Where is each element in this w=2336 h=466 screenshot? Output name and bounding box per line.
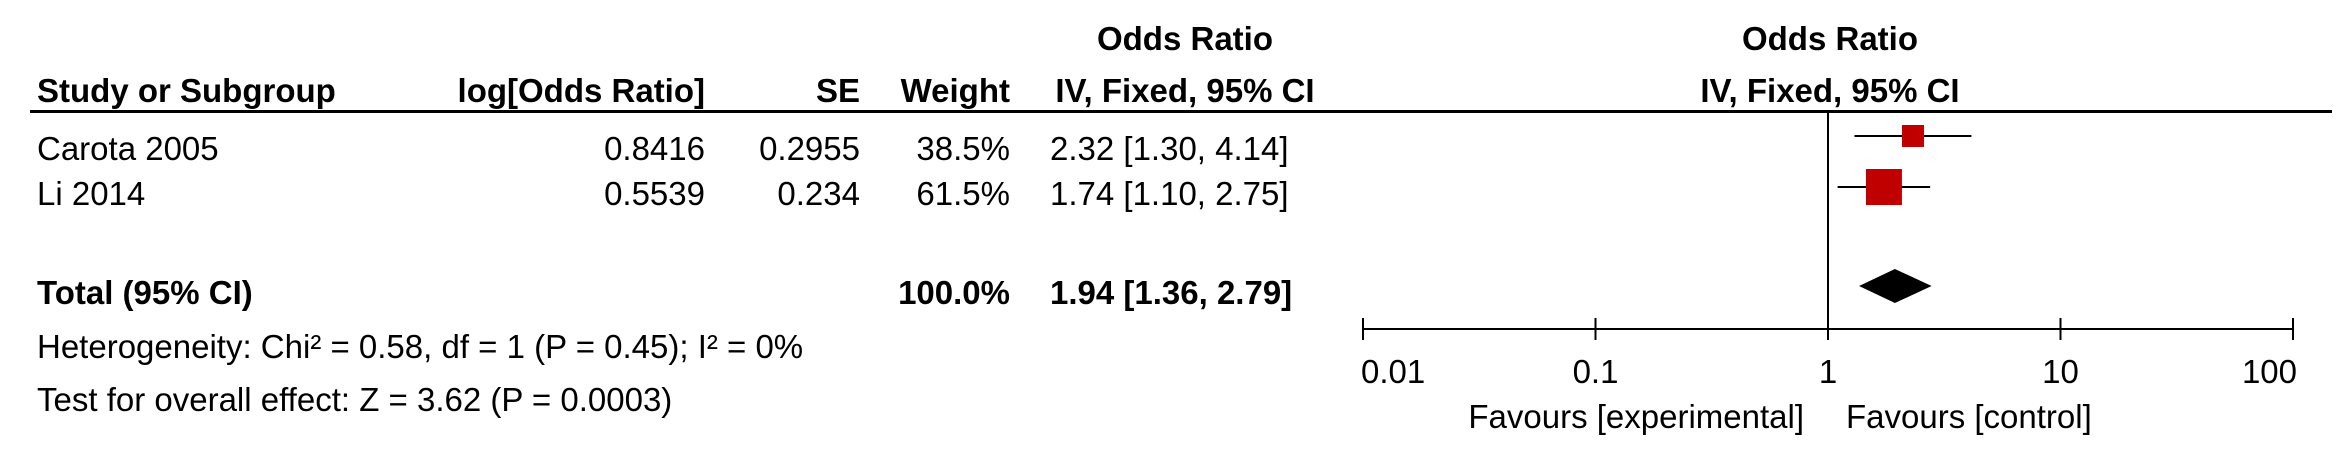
pooled-diamond — [1859, 269, 1932, 303]
se-value: 0.2955 — [759, 130, 860, 167]
odds-ratio-header-left: Odds Ratio — [1096, 20, 1273, 57]
ci-value: 2.32 [1.30, 4.14] — [1050, 130, 1289, 167]
x-tick-label: 0.01 — [1361, 353, 1425, 390]
study-name: Li 2014 — [37, 175, 146, 212]
log-odds-ratio-column-header: log[Odds Ratio] — [457, 72, 705, 109]
weight-value: 38.5% — [916, 130, 1010, 167]
header-rule — [30, 110, 2332, 113]
odds-ratio-header-right: Odds Ratio — [1741, 20, 1918, 57]
heterogeneity-text: Heterogeneity: Chi² = 0.58, df = 1 (P = … — [37, 328, 804, 365]
x-tick-label: 1 — [1819, 353, 1837, 390]
ci-column-header-right: IV, Fixed, 95% CI — [1700, 72, 1960, 109]
study-marker — [1865, 169, 1902, 205]
weight-value: 61.5% — [916, 175, 1010, 212]
ci-column-header-left: IV, Fixed, 95% CI — [1055, 72, 1315, 109]
total-label: Total (95% CI) — [37, 274, 253, 311]
log-odds-ratio-value: 0.8416 — [604, 130, 705, 167]
study-marker — [1901, 125, 1924, 147]
se-column-header: SE — [815, 72, 860, 109]
x-tick-label: 0.1 — [1573, 353, 1619, 390]
study-name: Carota 2005 — [37, 130, 219, 167]
x-tick-label: 100 — [2242, 353, 2297, 390]
study-column-header: Study or Subgroup — [37, 72, 336, 109]
total-weight: 100.0% — [898, 274, 1010, 311]
weight-column-header: Weight — [900, 72, 1010, 109]
favours-control-label: Favours [control] — [1846, 398, 2092, 435]
overall-effect-text: Test for overall effect: Z = 3.62 (P = 0… — [37, 381, 673, 418]
ci-value: 1.74 [1.10, 2.75] — [1050, 175, 1289, 212]
se-value: 0.234 — [777, 175, 860, 212]
log-odds-ratio-value: 0.5539 — [604, 175, 705, 212]
x-tick-label: 10 — [2042, 353, 2079, 390]
total-ci: 1.94 [1.36, 2.79] — [1050, 274, 1293, 311]
favours-experimental-label: Favours [experimental] — [1468, 398, 1804, 435]
